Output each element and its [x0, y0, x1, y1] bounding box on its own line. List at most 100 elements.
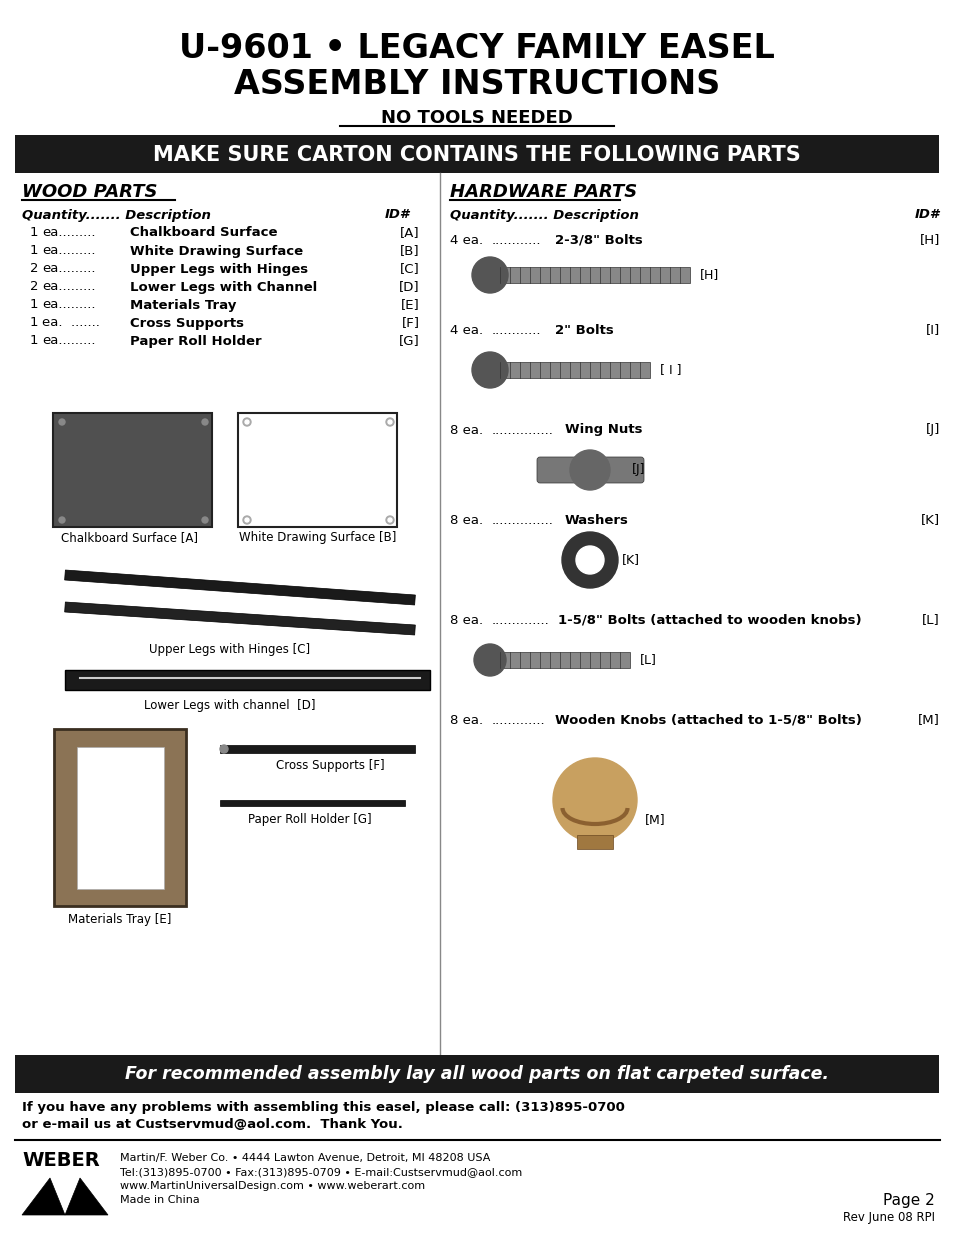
- Circle shape: [472, 257, 507, 293]
- Text: 1: 1: [30, 335, 38, 347]
- Text: ID#: ID#: [914, 209, 939, 221]
- Text: Paper Roll Holder [G]: Paper Roll Holder [G]: [248, 814, 372, 826]
- Text: Upper Legs with Hinges [C]: Upper Legs with Hinges [C]: [150, 643, 311, 657]
- Text: 2: 2: [30, 263, 38, 275]
- Text: 2" Bolts: 2" Bolts: [555, 324, 613, 336]
- FancyBboxPatch shape: [602, 457, 643, 483]
- Text: 1-5/8" Bolts (attached to wooden knobs): 1-5/8" Bolts (attached to wooden knobs): [558, 614, 861, 626]
- Circle shape: [569, 450, 609, 490]
- Text: White Drawing Surface: White Drawing Surface: [130, 245, 303, 258]
- Text: NO TOOLS NEEDED: NO TOOLS NEEDED: [381, 109, 572, 127]
- Text: 8 ea.: 8 ea.: [450, 424, 482, 436]
- Text: Cross Supports [F]: Cross Supports [F]: [275, 758, 384, 772]
- Text: [F]: [F]: [401, 316, 419, 330]
- Text: MAKE SURE CARTON CONTAINS THE FOLLOWING PARTS: MAKE SURE CARTON CONTAINS THE FOLLOWING …: [153, 144, 800, 165]
- Text: ASSEMBLY INSTRUCTIONS: ASSEMBLY INSTRUCTIONS: [233, 68, 720, 101]
- Text: 8 ea.: 8 ea.: [450, 614, 482, 626]
- Text: WOOD PARTS: WOOD PARTS: [22, 183, 157, 201]
- Text: ea.........: ea.........: [42, 280, 95, 294]
- Text: Wing Nuts: Wing Nuts: [564, 424, 641, 436]
- Text: 1: 1: [30, 299, 38, 311]
- Circle shape: [472, 352, 507, 388]
- Text: White Drawing Surface [B]: White Drawing Surface [B]: [239, 531, 396, 545]
- Text: www.MartinUniversalDesign.com • www.weberart.com: www.MartinUniversalDesign.com • www.webe…: [120, 1181, 425, 1191]
- Circle shape: [576, 546, 603, 574]
- Text: 1: 1: [30, 245, 38, 258]
- Circle shape: [59, 517, 65, 522]
- Text: [J]: [J]: [631, 463, 645, 477]
- Text: [I]: [I]: [924, 324, 939, 336]
- Circle shape: [474, 643, 505, 676]
- Circle shape: [59, 419, 65, 425]
- Text: [B]: [B]: [400, 245, 419, 258]
- Text: ............: ............: [492, 324, 541, 336]
- Text: [M]: [M]: [644, 814, 665, 826]
- Text: [K]: [K]: [920, 514, 939, 526]
- Text: Upper Legs with Hinges: Upper Legs with Hinges: [130, 263, 308, 275]
- Circle shape: [561, 532, 618, 588]
- Text: or e-mail us at Custservmud@aol.com.  Thank You.: or e-mail us at Custservmud@aol.com. Tha…: [22, 1119, 402, 1131]
- Text: ea.........: ea.........: [42, 335, 95, 347]
- Text: [ I ]: [ I ]: [659, 363, 680, 377]
- Circle shape: [388, 420, 392, 424]
- Text: [H]: [H]: [700, 268, 719, 282]
- Polygon shape: [22, 1178, 108, 1215]
- Text: ea.........: ea.........: [42, 245, 95, 258]
- Circle shape: [243, 417, 251, 426]
- Text: 4 ea.: 4 ea.: [450, 324, 482, 336]
- Circle shape: [388, 517, 392, 522]
- Text: Lower Legs with Channel: Lower Legs with Channel: [130, 280, 317, 294]
- Text: [G]: [G]: [399, 335, 419, 347]
- FancyBboxPatch shape: [65, 671, 430, 690]
- Circle shape: [386, 417, 394, 426]
- Text: Chalkboard Surface [A]: Chalkboard Surface [A]: [61, 531, 198, 545]
- Text: U-9601 • LEGACY FAMILY EASEL: U-9601 • LEGACY FAMILY EASEL: [179, 32, 774, 64]
- Text: Chalkboard Surface: Chalkboard Surface: [130, 226, 277, 240]
- Text: [D]: [D]: [399, 280, 419, 294]
- Text: Martin/F. Weber Co. • 4444 Lawton Avenue, Detroit, MI 48208 USA: Martin/F. Weber Co. • 4444 Lawton Avenue…: [120, 1153, 490, 1163]
- FancyBboxPatch shape: [577, 835, 613, 848]
- FancyBboxPatch shape: [490, 362, 649, 378]
- FancyBboxPatch shape: [77, 747, 164, 889]
- Text: 1: 1: [30, 316, 38, 330]
- Circle shape: [386, 516, 394, 524]
- Text: 8 ea.: 8 ea.: [450, 514, 482, 526]
- Text: ...............: ...............: [492, 514, 554, 526]
- FancyBboxPatch shape: [15, 135, 938, 173]
- FancyBboxPatch shape: [237, 412, 396, 527]
- Text: For recommended assembly lay all wood parts on flat carpeted surface.: For recommended assembly lay all wood pa…: [125, 1065, 828, 1083]
- Text: 2: 2: [30, 280, 38, 294]
- Text: ea.........: ea.........: [42, 299, 95, 311]
- Text: [M]: [M]: [917, 714, 939, 726]
- Circle shape: [243, 516, 251, 524]
- FancyBboxPatch shape: [220, 800, 405, 806]
- Text: HARDWARE PARTS: HARDWARE PARTS: [450, 183, 637, 201]
- Polygon shape: [65, 601, 415, 635]
- Text: ID#: ID#: [384, 209, 410, 221]
- Text: If you have any problems with assembling this easel, please call: (313)895-0700: If you have any problems with assembling…: [22, 1102, 624, 1114]
- Circle shape: [202, 517, 208, 522]
- Text: 4 ea.: 4 ea.: [450, 233, 482, 247]
- Text: Washers: Washers: [564, 514, 628, 526]
- Text: Quantity....... Description: Quantity....... Description: [22, 209, 211, 221]
- FancyBboxPatch shape: [54, 729, 186, 906]
- Text: [C]: [C]: [400, 263, 419, 275]
- Text: ea.........: ea.........: [42, 226, 95, 240]
- Text: [K]: [K]: [621, 553, 639, 567]
- Text: [H]: [H]: [919, 233, 939, 247]
- FancyBboxPatch shape: [53, 412, 212, 527]
- FancyBboxPatch shape: [490, 652, 629, 668]
- Text: 2-3/8" Bolts: 2-3/8" Bolts: [555, 233, 642, 247]
- FancyBboxPatch shape: [537, 457, 578, 483]
- Text: 1: 1: [30, 226, 38, 240]
- FancyBboxPatch shape: [15, 1055, 938, 1093]
- Text: WEBER: WEBER: [22, 1151, 100, 1170]
- Text: [J]: [J]: [924, 424, 939, 436]
- Text: [A]: [A]: [400, 226, 419, 240]
- Text: ea.  .......: ea. .......: [42, 316, 100, 330]
- Text: Rev June 08 RPI: Rev June 08 RPI: [842, 1212, 934, 1224]
- Text: Materials Tray [E]: Materials Tray [E]: [69, 914, 172, 926]
- Text: Materials Tray: Materials Tray: [130, 299, 236, 311]
- Text: Paper Roll Holder: Paper Roll Holder: [130, 335, 261, 347]
- Circle shape: [220, 745, 228, 753]
